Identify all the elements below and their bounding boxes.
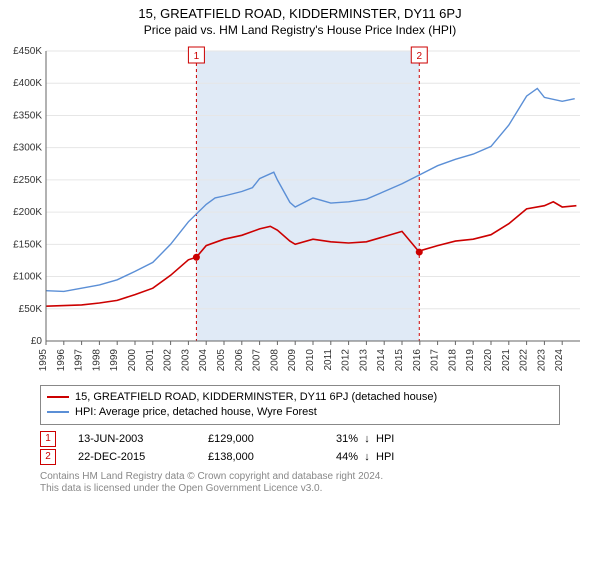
x-tick-label: 1997 [74, 349, 85, 372]
transaction-row: 2 22-DEC-2015£138,00044%↓HPI [40, 449, 600, 465]
transaction-hpi: HPI [376, 433, 406, 445]
footer-line-2: This data is licensed under the Open Gov… [40, 483, 560, 496]
page-subtitle: Price paid vs. HM Land Registry's House … [0, 23, 600, 37]
x-tick-label: 2019 [465, 349, 476, 372]
marker-number: 2 [416, 51, 422, 62]
legend-row: 15, GREATFIELD ROAD, KIDDERMINSTER, DY11… [47, 390, 553, 405]
x-tick-label: 2011 [323, 349, 334, 371]
x-tick-label: 2016 [412, 349, 423, 372]
marker-number: 1 [194, 51, 200, 62]
legend-label: 15, GREATFIELD ROAD, KIDDERMINSTER, DY11… [75, 390, 437, 405]
price-chart: £0 £50K £100K £150K £200K £250K £300K £350K £400… [0, 41, 600, 381]
key-point [193, 254, 200, 261]
legend-swatch [47, 396, 69, 398]
legend: 15, GREATFIELD ROAD, KIDDERMINSTER, DY11… [40, 385, 560, 425]
transaction-marker: 1 [40, 431, 56, 447]
y-tick-label: £350K [13, 110, 42, 121]
x-tick-label: 2007 [252, 349, 263, 372]
x-tick-label: 2021 [501, 349, 512, 372]
x-tick-label: 1998 [91, 349, 102, 372]
x-tick-label: 1999 [109, 349, 120, 372]
x-tick-label: 2000 [127, 349, 138, 372]
page-title: 15, GREATFIELD ROAD, KIDDERMINSTER, DY11… [0, 6, 600, 21]
x-tick-label: 2023 [536, 349, 547, 372]
x-tick-label: 2006 [234, 349, 245, 372]
y-tick-label: £50K [19, 304, 43, 315]
x-tick-label: 2024 [554, 349, 565, 372]
x-tick-label: 2017 [430, 349, 441, 372]
down-arrow-icon: ↓ [358, 451, 376, 463]
transaction-price: £129,000 [208, 433, 318, 445]
transaction-price: £138,000 [208, 451, 318, 463]
x-tick-label: 2013 [358, 349, 369, 372]
y-tick-label: £200K [13, 207, 42, 218]
transaction-date: 13-JUN-2003 [78, 433, 208, 445]
x-tick-label: 2012 [341, 349, 352, 372]
x-tick-label: 2004 [198, 349, 209, 372]
y-tick-label: £450K [13, 46, 42, 57]
y-tick-label: £250K [13, 175, 42, 186]
transaction-row: 1 13-JUN-2003£129,00031%↓HPI [40, 431, 600, 447]
legend-swatch [47, 411, 69, 413]
legend-row: HPI: Average price, detached house, Wyre… [47, 405, 553, 420]
transaction-hpi: HPI [376, 451, 406, 463]
x-tick-label: 2020 [483, 349, 494, 372]
key-point [416, 249, 423, 256]
footer-line-1: Contains HM Land Registry data © Crown c… [40, 471, 560, 484]
x-tick-label: 2014 [376, 349, 387, 372]
x-tick-label: 2009 [287, 349, 298, 372]
x-tick-label: 2018 [447, 349, 458, 372]
transaction-date: 22-DEC-2015 [78, 451, 208, 463]
x-tick-label: 1996 [56, 349, 67, 372]
x-tick-label: 2001 [145, 349, 156, 372]
x-tick-label: 1995 [38, 349, 49, 372]
transaction-pct: 31% [318, 433, 358, 445]
y-tick-label: £300K [13, 143, 42, 154]
x-tick-label: 2010 [305, 349, 316, 372]
footer-attribution: Contains HM Land Registry data © Crown c… [40, 471, 560, 496]
y-tick-label: £0 [31, 336, 43, 347]
y-tick-label: £400K [13, 78, 42, 89]
x-tick-label: 2008 [269, 349, 280, 372]
transactions-table: 1 13-JUN-2003£129,00031%↓HPI 2 22-DEC-2015£… [40, 431, 600, 465]
x-tick-label: 2022 [519, 349, 530, 372]
x-tick-label: 2003 [180, 349, 191, 372]
down-arrow-icon: ↓ [358, 433, 376, 445]
x-tick-label: 2005 [216, 349, 227, 372]
transaction-marker: 2 [40, 449, 56, 465]
transaction-pct: 44% [318, 451, 358, 463]
shaded-band [196, 51, 419, 341]
y-tick-label: £100K [13, 272, 42, 283]
legend-label: HPI: Average price, detached house, Wyre… [75, 405, 317, 420]
x-tick-label: 2002 [163, 349, 174, 372]
x-tick-label: 2015 [394, 349, 405, 372]
y-tick-label: £150K [13, 239, 42, 250]
